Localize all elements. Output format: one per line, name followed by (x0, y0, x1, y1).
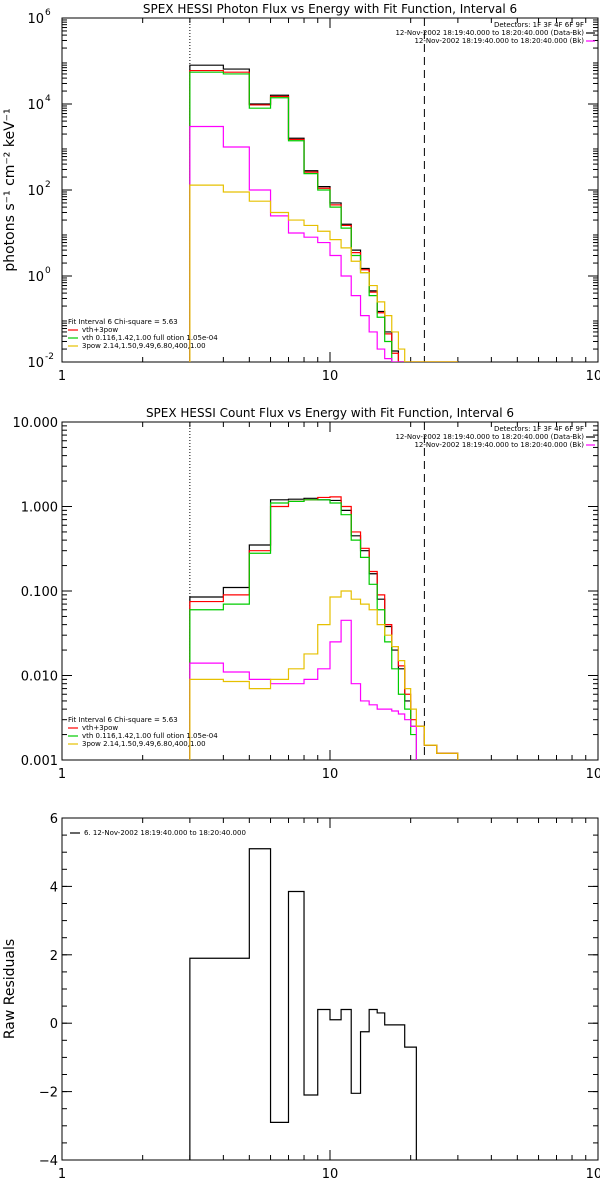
y-tick-base: 10 (27, 356, 44, 371)
series-line-2 (189, 71, 405, 362)
y-tick-label: −4 (39, 1154, 58, 1169)
series-line-4 (189, 590, 459, 760)
y-tick-exponent: 0 (45, 266, 51, 276)
residuals-panel: 1 10 100 −4 −2 0 2 4 6 Raw Residuals 6. 12-Nov-200… (2, 812, 600, 1182)
legend-entry: 3pow 2.14,1.50,9.49,6.80,400,1.00 (82, 342, 206, 350)
series-line-1 (189, 69, 458, 362)
chart-title: SPEX HESSI Count Flux vs Energy with Fit… (146, 406, 514, 420)
y-tick-exponent: 6 (45, 8, 51, 18)
info-line: Detectors: 1F 3F 4F 6F 9F (494, 425, 584, 433)
series-line-3 (189, 619, 417, 760)
series-line-4 (189, 184, 458, 362)
y-tick-label: −2 (39, 1086, 58, 1101)
x-tick-label: 1 (58, 369, 66, 384)
y-tick-label: 10 2 (27, 180, 50, 199)
y-tick-base: 10 (27, 98, 44, 113)
series-line-0 (189, 497, 459, 760)
series-line-1 (189, 496, 459, 760)
legend-entry: 3pow 2.14,1.50,9.49,6.80,400,1.00 (82, 740, 206, 748)
plot-frame (61, 421, 599, 761)
series-line-3 (189, 125, 405, 362)
y-tick-base: 10 (27, 270, 44, 285)
y-tick-base: 10 (27, 184, 44, 199)
x-tick-label: 100 (586, 1167, 600, 1182)
info-line: 12-Nov-2002 18:19:40.000 to 18:20:40.000… (395, 29, 584, 37)
series-line-2 (189, 499, 417, 760)
info-line: Detectors: 1F 3F 4F 6F 9F (494, 21, 584, 29)
y-tick-label: 4 (50, 880, 58, 895)
series-line-0 (189, 848, 417, 1160)
count-flux-panel: SPEX HESSI Count Flux vs Energy with Fit… (13, 406, 600, 782)
info-line: 12-Nov-2002 18:19:40.000 to 18:20:40.000… (414, 441, 584, 449)
y-tick-exponent: -2 (45, 352, 54, 362)
y-axis-label: photons s⁻¹ cm⁻² keV⁻¹ (2, 108, 18, 271)
y-tick-label: 10.000 (13, 416, 59, 431)
x-tick-label: 100 (586, 767, 600, 782)
legend-entry: vth 0.116,1.42,1.00 full otion 1.05e-04 (82, 334, 218, 342)
y-tick-label: 0 (50, 1017, 58, 1032)
x-tick-label: 10 (322, 1167, 339, 1182)
y-tick-label: 0.001 (21, 754, 58, 769)
plot-frame (61, 817, 599, 1161)
series-line-0 (189, 64, 458, 362)
y-tick-label: 6 (50, 812, 58, 827)
y-tick-label: 10 6 (27, 8, 51, 27)
y-tick-label: 1.000 (21, 501, 58, 516)
y-tick-exponent: 2 (45, 180, 51, 190)
photon-flux-panel: SPEX HESSI Photon Flux vs Energy with Fi… (2, 2, 600, 384)
legend-entry: vth 0.116,1.42,1.00 full otion 1.05e-04 (82, 732, 218, 740)
legend-header: Fit Interval 6 Chi-square = 5.63 (68, 716, 178, 724)
x-tick-label: 10 (322, 369, 339, 384)
y-tick-label: 0.100 (21, 585, 58, 600)
y-tick-exponent: 4 (45, 94, 51, 104)
x-tick-label: 100 (586, 369, 600, 384)
legend-entry: vth+3pow (82, 724, 118, 732)
y-tick-label: 0.010 (21, 670, 58, 685)
info-line: 12-Nov-2002 18:19:40.000 to 18:20:40.000… (414, 37, 584, 45)
y-tick-label: 2 (50, 949, 58, 964)
legend-header: Fit Interval 6 Chi-square = 5.63 (68, 318, 178, 326)
info-line: 12-Nov-2002 18:19:40.000 to 18:20:40.000… (395, 433, 584, 441)
y-tick-label: 10 -2 (27, 352, 54, 371)
y-tick-label: 10 4 (27, 94, 51, 113)
x-tick-label: 10 (322, 767, 339, 782)
x-tick-label: 1 (58, 767, 66, 782)
legend-entry: 6. 12-Nov-2002 18:19:40.000 to 18:20:40.… (84, 829, 246, 837)
y-tick-label: 10 0 (27, 266, 51, 285)
y-axis-label: Raw Residuals (2, 939, 18, 1039)
y-tick-base: 10 (27, 12, 44, 27)
x-tick-label: 1 (58, 1167, 66, 1182)
chart-title: SPEX HESSI Photon Flux vs Energy with Fi… (143, 2, 517, 16)
legend-entry: vth+3pow (82, 326, 118, 334)
